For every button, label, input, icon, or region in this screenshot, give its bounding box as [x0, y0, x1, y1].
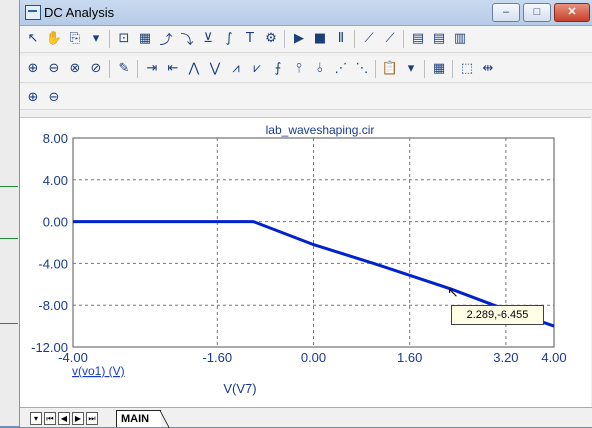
toolbar-primary: ↖ ✋ ⎘ ▾ ⊡ ▦ ⤴ ⤵ ⊻ ∫ T ⚙ ▶ ■ Ⅱ ⟋ ⟋ ▤ ▤ ▥ [20, 26, 592, 53]
pan-hand-icon[interactable]: ✋ [45, 30, 63, 46]
grid-icon[interactable]: ▦ [138, 30, 152, 46]
page-1-icon[interactable]: ▤ [411, 30, 425, 46]
zoom-out-icon[interactable]: ⊖ [48, 60, 60, 76]
low-icon[interactable]: ⩗ [253, 60, 261, 76]
plot-axes-icon[interactable]: ⟋ [364, 30, 374, 46]
background-app-strip [0, 0, 20, 426]
x-tick-label: 1.60 [397, 350, 422, 365]
y-tick-label: -8.00 [38, 298, 68, 313]
zoom-out-small-icon[interactable]: ⊖ [48, 89, 60, 105]
toolbar-separator [137, 60, 138, 78]
tab-next-icon[interactable]: ▶ [72, 412, 84, 425]
x-tick-label: 0.00 [301, 350, 326, 365]
zoom-fit-icon[interactable]: ⊗ [69, 60, 81, 76]
tab-last-icon[interactable]: ⏭ [86, 412, 98, 425]
tab-menu-icon[interactable]: ▾ [30, 412, 42, 425]
zoom-reset-icon[interactable]: ⊘ [90, 60, 102, 76]
x-tick-label: -1.60 [202, 350, 232, 365]
y-series-label[interactable]: v(vo1) (V) [72, 364, 125, 378]
cursor-peak-icon[interactable]: ⤴ [159, 32, 173, 48]
minimize-button[interactable]: – [492, 3, 520, 22]
plot-add-icon[interactable]: ⟋ [385, 30, 395, 46]
x-tick-label: 4.00 [541, 350, 566, 365]
mouse-pointer-icon: ↖ [447, 284, 459, 300]
cursor-prev-icon[interactable]: ⇤ [167, 60, 179, 76]
y-tick-label: 4.00 [43, 173, 68, 188]
maximize-button[interactable]: □ [523, 3, 551, 22]
cursor-low-icon[interactable]: ⊻ [203, 30, 213, 46]
y-tick-label: 8.00 [43, 131, 68, 146]
dc-plot[interactable]: lab_waveshaping.cir 8.00 4.00 0.00 -4.00 -8.… [20, 118, 591, 408]
zoom-in-icon[interactable]: ⊕ [27, 60, 39, 76]
data-point-tooltip: 2.289,-6.455 [451, 305, 544, 325]
pause-icon[interactable]: Ⅱ [337, 30, 345, 46]
valley-icon[interactable]: ⋁ [209, 60, 221, 76]
clipboard-icon[interactable]: 📋 [381, 60, 399, 76]
y-axis-ticks: 8.00 4.00 0.00 -4.00 -8.00 -12.00 [31, 131, 68, 355]
run-icon[interactable]: ▶ [294, 30, 304, 46]
label-icon[interactable]: ✎ [118, 60, 130, 76]
x-tick-label: -4.00 [58, 350, 88, 365]
tab-main[interactable]: MAIN [116, 410, 162, 427]
global-high-icon[interactable]: ⫯ [296, 60, 302, 76]
bottom-icon[interactable]: ⋱ [355, 60, 369, 76]
cursor-next-icon[interactable]: ⇥ [146, 60, 158, 76]
close-button[interactable]: ✕ [554, 3, 590, 22]
zoom-in-small-icon[interactable]: ⊕ [27, 89, 39, 105]
cursor-valley-icon[interactable]: ⤵ [180, 32, 194, 48]
x-axis-label: V(V7) [223, 381, 256, 396]
x-axis-ticks: -4.00 -1.60 0.00 1.60 3.20 4.00 [58, 350, 566, 365]
strip-marker [0, 238, 18, 239]
toolbar-separator [375, 60, 376, 78]
copy-icon[interactable]: ⎘ [69, 30, 81, 46]
toolbar-secondary: ⊕ ⊖ ⊗ ⊘ ✎ ⇥ ⇤ ⋀ ⋁ ⩘ ⩗ ⨍ ⫯ ⫰ ⋰ ⋱ 📋 ▾ ▦ ⬚ ⇹ [20, 56, 592, 83]
page-2-icon[interactable]: ▤ [432, 30, 446, 46]
y-tick-label: -12.00 [31, 340, 68, 355]
global-low-icon[interactable]: ⫰ [317, 60, 323, 76]
select-arrow-icon[interactable]: ↖ [27, 30, 39, 46]
scale-icon[interactable]: ⊡ [118, 30, 130, 46]
properties-icon[interactable]: ⚙ [265, 30, 277, 46]
fit-icon[interactable]: ⇹ [482, 60, 494, 76]
dropdown-arrow-2-icon[interactable]: ▾ [407, 60, 415, 76]
inflection-icon[interactable]: ⨍ [274, 60, 282, 76]
cursor-slope-icon[interactable]: ∫ [225, 30, 233, 46]
stop-icon[interactable]: ■ [313, 30, 327, 46]
toolbar-separator [403, 30, 404, 48]
title-bar[interactable]: DC Analysis – □ ✕ [20, 0, 592, 26]
toolbar-zoom: ⊕ ⊖ [20, 85, 592, 110]
dc-analysis-window: DC Analysis – □ ✕ ↖ ✋ ⎘ ▾ ⊡ ▦ ⤴ ⤵ ⊻ ∫ T ⚙ ▶ ■ Ⅱ ⟋ ⟋ ▤ ▤ ▥ ⊕… [19, 0, 592, 427]
peak-icon[interactable]: ⋀ [188, 60, 200, 76]
text-icon[interactable]: T [246, 30, 254, 46]
toolbar-separator [354, 30, 355, 48]
toolbar-separator [109, 60, 110, 78]
slope-icon[interactable]: ⋰ [334, 60, 348, 76]
app-icon [25, 5, 41, 20]
chart-title: lab_waveshaping.cir [266, 123, 375, 137]
y-tick-label: 0.00 [43, 215, 68, 230]
toolbar-separator [452, 60, 453, 78]
strip-marker [0, 186, 18, 187]
data-table-icon[interactable]: ▦ [432, 60, 446, 76]
frame-icon[interactable]: ⬚ [460, 60, 474, 76]
toolbar-separator [424, 60, 425, 78]
tab-prev-icon[interactable]: ◀ [58, 412, 70, 425]
toolbar-separator [109, 30, 110, 48]
y-tick-label: -4.00 [38, 256, 68, 271]
window-title: DC Analysis [44, 5, 115, 20]
x-tick-label: 3.20 [493, 350, 518, 365]
tab-first-icon[interactable]: ⏮ [44, 412, 56, 425]
high-icon[interactable]: ⩘ [232, 60, 240, 76]
chart-area[interactable]: lab_waveshaping.cir 8.00 4.00 0.00 -4.00 -8.… [20, 117, 591, 408]
toolbar-separator [284, 30, 285, 48]
page-3-icon[interactable]: ▥ [453, 30, 467, 46]
dropdown-arrow-icon[interactable]: ▾ [92, 30, 100, 46]
series-line [73, 220, 555, 328]
strip-marker [0, 323, 18, 324]
tab-bar: ▾ ⏮ ◀ ▶ ⏭ MAIN [20, 407, 592, 427]
